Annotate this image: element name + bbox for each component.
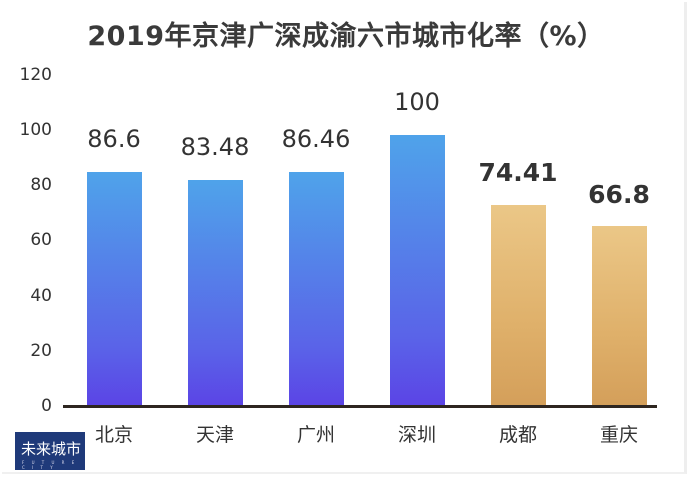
y-tick: 20 bbox=[30, 341, 52, 361]
value-label-chengdu: 74.41 bbox=[478, 158, 558, 187]
y-tick: 80 bbox=[30, 175, 52, 195]
bar-shenzhen bbox=[390, 135, 445, 406]
watermark-logo: 未来城市 F U T U R E C I T Y bbox=[15, 432, 85, 470]
x-label-shenzhen: 深圳 bbox=[397, 424, 436, 446]
chart-title: 2019年京津广深成渝六市城市化率（%） bbox=[87, 21, 605, 52]
x-label-beijing: 北京 bbox=[94, 424, 133, 446]
value-label-chongqing: 66.8 bbox=[588, 180, 650, 209]
watermark-subtext: F U T U R E C I T Y bbox=[22, 460, 78, 470]
x-axis-line bbox=[63, 405, 657, 408]
bar-beijing bbox=[87, 172, 142, 406]
watermark-text: 未来城市 bbox=[21, 440, 82, 458]
bar-guangzhou bbox=[289, 172, 344, 406]
x-label-chongqing: 重庆 bbox=[599, 424, 638, 446]
value-label-shenzhen: 100 bbox=[394, 88, 440, 116]
y-tick: 100 bbox=[19, 120, 52, 140]
bar-chengdu bbox=[491, 205, 546, 406]
value-label-beijing: 86.6 bbox=[87, 125, 141, 153]
y-tick: 60 bbox=[30, 230, 52, 250]
x-label-guangzhou: 广州 bbox=[296, 424, 335, 446]
bar-chongqing bbox=[592, 226, 647, 406]
x-label-tianjin: 天津 bbox=[195, 424, 234, 446]
y-tick: 40 bbox=[30, 286, 52, 306]
value-label-tianjin: 83.48 bbox=[180, 133, 250, 161]
y-tick: 120 bbox=[19, 65, 52, 85]
x-label-chengdu: 成都 bbox=[498, 424, 537, 446]
y-tick: 0 bbox=[41, 396, 52, 416]
value-label-guangzhou: 86.46 bbox=[281, 125, 351, 153]
bar-tianjin bbox=[188, 180, 243, 406]
